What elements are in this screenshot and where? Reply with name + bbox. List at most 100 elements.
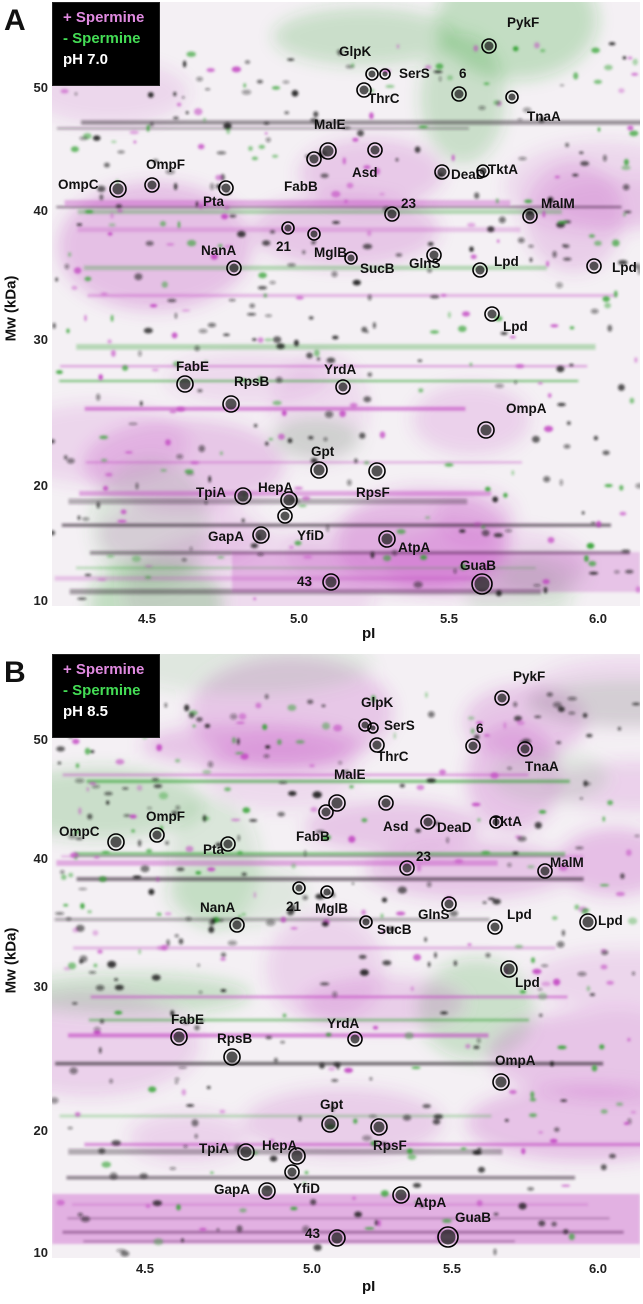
spot-annotation: 6 — [465, 721, 484, 754]
spot-label: MalM — [541, 196, 575, 211]
spot-circle — [420, 814, 436, 830]
spot-annotation: HepA — [262, 1138, 306, 1165]
protein-spot — [423, 817, 433, 827]
protein-spot — [229, 263, 239, 273]
spot-label: HepA — [262, 1138, 298, 1153]
spot-annotation: Lpd — [487, 907, 532, 935]
spot-circle — [292, 881, 306, 895]
spot-circle — [358, 718, 372, 732]
spot-annotation: Lpd — [586, 258, 637, 275]
spot-circle — [451, 86, 467, 102]
spot-label: GapA — [214, 1182, 250, 1197]
spot-label: OmpC — [58, 177, 99, 192]
spot-annotation: Lpd — [472, 254, 519, 278]
spot-label: ThrC — [368, 91, 400, 106]
spot-circle — [437, 1226, 459, 1248]
protein-spot — [283, 494, 295, 506]
spot-annotation: YfiD — [277, 508, 324, 543]
spot-circle — [322, 573, 340, 591]
protein-spot — [540, 866, 550, 876]
spot-annotation: TktA — [476, 162, 518, 178]
panel-b: B PykF GlpK SerS 6 ThrC TnaA MalE OmpC OmpF FabB A… — [0, 652, 643, 1304]
protein-spot — [323, 888, 331, 896]
spot-label: NanA — [201, 243, 237, 258]
protein-spot — [402, 863, 412, 873]
spot-label: PykF — [507, 15, 539, 30]
spot-annotation: 21 — [286, 881, 306, 914]
spot-label: 6 — [476, 721, 484, 736]
spot-circle — [522, 208, 538, 224]
protein-spot — [475, 265, 485, 275]
protein-spot — [287, 1167, 297, 1177]
y-axis-label: Mw (kDa) — [2, 927, 20, 994]
spot-circle — [321, 1115, 339, 1133]
spot-label: GlnS — [409, 256, 441, 271]
spot-circle — [392, 1186, 410, 1204]
protein-spot — [487, 309, 497, 319]
spot-circle — [176, 375, 194, 393]
spot-annotation: Gpt — [310, 444, 335, 479]
spot-annotation: FabE — [170, 1012, 204, 1046]
spot-annotation: PykF — [481, 15, 539, 54]
protein-spot — [525, 211, 535, 221]
spot-label: Lpd — [507, 907, 532, 922]
spot-label: 23 — [416, 849, 432, 864]
spot-circle — [310, 461, 328, 479]
spot-circle — [484, 306, 500, 322]
protein-spot — [261, 1185, 273, 1197]
spot-label: YfiD — [297, 528, 324, 543]
spot-label: 23 — [401, 196, 417, 211]
spot-label: AtpA — [414, 1195, 446, 1210]
x-tick: 5.0 — [302, 1261, 322, 1276]
protein-spot — [331, 1232, 343, 1244]
spot-circle — [109, 180, 127, 198]
protein-spot — [503, 963, 515, 975]
spot-annotation: OmpA — [477, 401, 547, 439]
legend-plus-spermine: + Spermine — [63, 9, 145, 26]
protein-spot — [310, 230, 318, 238]
protein-spot — [232, 920, 242, 930]
spot-annotation: Gpt — [320, 1097, 344, 1133]
panel-letter: B — [4, 656, 26, 689]
spot-circle — [258, 1182, 276, 1200]
protein-spot — [589, 261, 599, 271]
spot-label: Asd — [383, 819, 409, 834]
spot-annotation: MglB — [315, 885, 348, 916]
spot-circle — [318, 804, 334, 820]
spot-circle — [465, 738, 481, 754]
spot-circle — [369, 737, 385, 753]
spot-circle — [367, 722, 379, 734]
y-tick: 50 — [33, 732, 48, 747]
protein-spot — [112, 183, 124, 195]
spot-label: YrdA — [327, 1016, 360, 1031]
protein-spot — [480, 424, 492, 436]
legend-ph: pH 8.5 — [63, 703, 109, 720]
protein-spot — [338, 382, 348, 392]
spot-label: YfiD — [293, 1181, 320, 1196]
spot-annotation: MalM — [522, 196, 575, 224]
spot-label: Lpd — [503, 319, 528, 334]
spot-circle — [492, 1073, 510, 1091]
gel-image: PykF GlpK SerS 6 ThrC TnaA MalE OmpC OmpF FabB Asd… — [52, 2, 640, 606]
protein-spot — [179, 378, 191, 390]
gel-streaks — [54, 120, 640, 595]
spot-annotation: YfiD — [284, 1164, 320, 1196]
spot-annotation: RpsF — [370, 1118, 407, 1153]
spot-label: Gpt — [311, 444, 335, 459]
spot-label: TktA — [488, 162, 518, 177]
spot-label: Lpd — [612, 260, 637, 275]
spot-label: FabE — [176, 359, 209, 374]
spot-annotation: OmpC — [59, 824, 125, 851]
spot-annotation: GlpK — [358, 695, 393, 732]
spot-annotation: PykF — [494, 669, 545, 706]
spot-annotation: MalM — [537, 855, 584, 879]
spot-annotation: MalE — [328, 767, 366, 812]
legend-minus-spermine: - Spermine — [63, 30, 141, 47]
protein-spot — [381, 798, 391, 808]
legend-plus-spermine: + Spermine — [63, 661, 145, 678]
protein-spot — [152, 830, 162, 840]
spot-label: Pta — [203, 194, 225, 209]
spot-circle — [399, 860, 415, 876]
protein-spot — [359, 85, 369, 95]
spot-label: 21 — [276, 239, 292, 254]
